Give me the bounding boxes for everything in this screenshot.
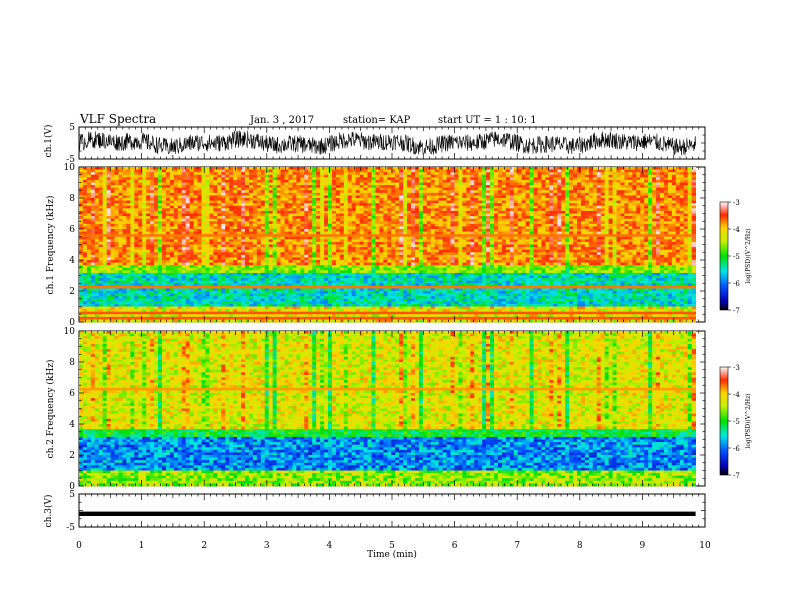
x-tick-label: 0 (76, 541, 82, 551)
ch2-spectrogram (79, 331, 697, 487)
ch1-volt-tick-label: -5 (66, 155, 75, 165)
figure-title: VLF Spectra (79, 112, 156, 126)
x-axis-label: Time (min) (367, 549, 417, 560)
ch3-volt-tick-label: -5 (66, 523, 75, 533)
station-label: station= KAP (343, 115, 411, 126)
colorbar-tick-label: -4 (733, 226, 740, 234)
ch2-freq-tick-label: 10 (64, 327, 76, 337)
start-time-label: start UT = 1 : 10: 1 (438, 115, 537, 126)
ch1-colorbar: -3 -4 -5 -6 -7 log(PSD)(V^2/Hz) (719, 199, 752, 315)
colorbar-tick-label: -4 (733, 391, 740, 399)
ch1-freq-tick-label: 8 (69, 194, 75, 204)
ch2-freq-tick-label: 4 (69, 420, 75, 430)
ch1-freq-tick-label: 2 (69, 287, 75, 297)
colorbar-tick-label: -7 (733, 307, 740, 315)
date-label: Jan. 3 , 2017 (249, 115, 314, 126)
colorbar-tick-label: -5 (733, 253, 740, 261)
ch1-volt-tick-label: 5 (69, 123, 75, 133)
ch2-colorbar-label: log(PSD)(V^2/Hz) (745, 393, 752, 448)
ch1-freq-axis-label: ch.1 Frequency (kHz) (45, 196, 56, 295)
ch1-colorbar-label: log(PSD)(V^2/Hz) (745, 228, 752, 283)
colorbar-tick-label: -3 (733, 364, 740, 372)
ch2-freq-tick-label: 6 (69, 389, 75, 399)
x-tick-label: 10 (699, 541, 711, 551)
ch1-volt-axis-label: ch.1(V) (43, 125, 54, 158)
x-tick-label: 1 (139, 541, 145, 551)
ch2-freq-tick-label: 8 (69, 358, 75, 368)
ch2-colorbar: -3 -4 -5 -6 -7 log(PSD)(V^2/Hz) (719, 364, 752, 480)
ch2-freq-tick-label: 2 (69, 451, 75, 461)
ch3-waveform-plot (79, 511, 696, 516)
ch1-freq-tick-label: 0 (69, 318, 75, 328)
colorbar-tick-label: -6 (733, 445, 740, 453)
ch1-spectrogram (79, 167, 697, 323)
colorbar-tick-label: -7 (733, 472, 740, 480)
x-tick-label: 7 (514, 541, 520, 551)
x-tick-label: 9 (640, 541, 646, 551)
x-tick-label: 3 (264, 541, 270, 551)
x-tick-label: 6 (452, 541, 458, 551)
ch1-freq-tick-label: 6 (69, 225, 75, 235)
ch3-volt-tick-label: 5 (69, 490, 75, 500)
ch1-freq-tick-label: 10 (64, 163, 76, 173)
x-tick-label: 2 (201, 541, 207, 551)
x-tick-label: 4 (327, 541, 333, 551)
colorbar-tick-label: -3 (733, 199, 740, 207)
ch1-freq-tick-label: 4 (69, 256, 75, 266)
ch2-freq-axis-label: ch.2 Frequency (kHz) (45, 360, 56, 459)
ch3-volt-axis-label: ch.3(V) (43, 495, 54, 528)
x-tick-label: 8 (577, 541, 583, 551)
x-tick-label: 5 (389, 541, 395, 551)
colorbar-tick-label: -5 (733, 418, 740, 426)
ch1-waveform-plot (78, 130, 696, 156)
ch2-freq-tick-label: 0 (69, 482, 75, 492)
colorbar-tick-label: -6 (733, 280, 740, 288)
